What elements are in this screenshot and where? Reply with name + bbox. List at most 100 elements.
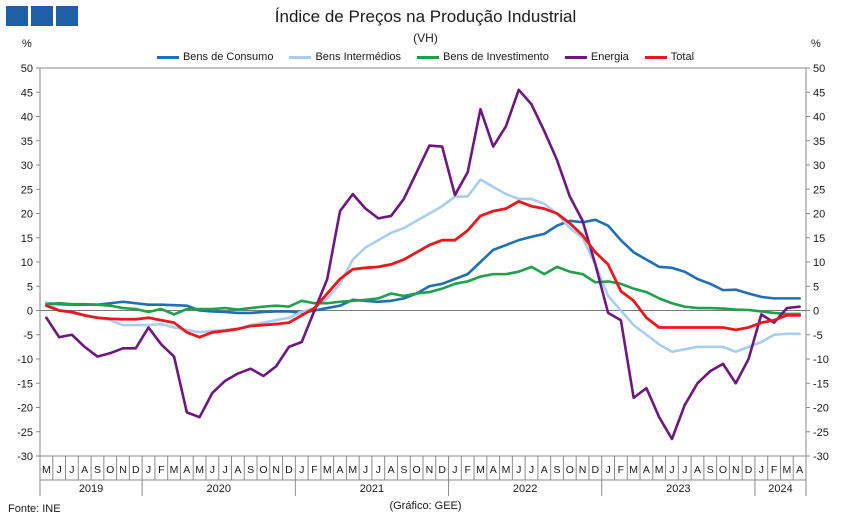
y-tick-label-right: 30 [813,160,825,172]
month-label: D [592,464,600,476]
month-label: J [57,464,62,476]
legend-label: Energia [590,51,629,63]
y-tick-label-right: -15 [813,378,829,390]
month-label: S [554,464,561,476]
month-label: M [782,464,791,476]
legend-swatch [564,55,587,59]
y-tick-label-right: -30 [813,451,829,463]
month-label: N [579,464,587,476]
y-tick-label-left: -15 [17,378,33,390]
month-label: D [285,464,293,476]
legend-swatch [156,55,179,59]
legend: Bens de Consumo Bens Intermédios Bens de I… [0,51,851,63]
legend-label: Total [670,51,695,63]
legend-label: Bens de Investimento [443,51,549,63]
month-label: O [413,464,421,476]
series-line-total [44,199,802,339]
y-tick-label-left: 15 [21,233,33,245]
month-label: M [42,464,51,476]
y-tick-label-left: 50 [21,63,33,75]
month-label: J [529,464,534,476]
month-label: M [195,464,204,476]
month-label: A [796,464,803,476]
series-line-energia [45,88,801,441]
y-tick-label-right: 25 [813,184,825,196]
data-source: Fonte: INE [8,503,61,515]
month-label: S [247,464,254,476]
legend-label: Bens de Consumo [182,51,274,63]
month-label: M [348,464,357,476]
legend-item: Bens Intermédios [289,51,401,63]
month-label: J [299,464,304,476]
y-tick-label-right: 45 [813,87,825,99]
month-label: J [759,464,764,476]
month-label: F [158,464,164,476]
month-label: O [566,464,574,476]
month-label: S [707,464,714,476]
y-tick-label-left: 20 [21,209,33,221]
y-tick-label-left: -10 [17,354,33,366]
month-label: O [259,464,267,476]
legend-swatch [417,55,440,59]
month-label: S [94,464,101,476]
month-label: D [438,464,446,476]
month-label: A [81,464,88,476]
y-tick-label-left: 30 [21,160,33,172]
month-label: J [363,464,368,476]
y-tick-label-right: 5 [813,281,819,293]
y-tick-label-left: 10 [21,257,33,269]
month-label: J [210,464,215,476]
month-label: A [337,464,344,476]
y-tick-label-right: -5 [813,330,823,342]
y-tick-label-left: 0 [27,306,33,318]
series-line-bens-interm-dios [45,178,801,354]
month-label: F [618,464,624,476]
month-label: N [732,464,740,476]
chart-title: Índice de Preços na Produção Industrial [274,7,577,26]
y-tick-label-left: -20 [17,403,33,415]
month-label: J [516,464,521,476]
legend-item: Bens de Investimento [417,51,549,63]
y-tick-label-right: -25 [813,427,829,439]
month-label: M [629,464,638,476]
plot-area [39,67,807,457]
y-tick-label-left: -5 [23,330,33,342]
y-tick-label-left: -30 [17,451,33,463]
month-label: O [719,464,727,476]
legend-swatch [644,55,667,59]
month-label: N [119,464,127,476]
year-label: 2021 [360,483,384,495]
month-label: O [106,464,114,476]
y-tick-label-right: 50 [813,63,825,75]
month-label: S [400,464,407,476]
y-unit-right: % [811,38,821,50]
y-tick-label-right: 40 [813,112,825,124]
month-label: J [69,464,74,476]
ine-logo [6,6,78,26]
y-tick-label-left: 45 [21,87,33,99]
series-line-bens-de-investimento [45,265,801,316]
y-tick-label-right: 0 [813,306,819,318]
month-label: A [643,464,650,476]
month-label: M [476,464,485,476]
month-label: D [745,464,753,476]
y-unit-left: % [22,38,32,50]
y-tick-label-left: 5 [27,281,33,293]
legend-item: Total [644,51,695,63]
legend-item: Bens de Consumo [156,51,274,63]
year-label: 2022 [513,483,537,495]
month-label: A [183,464,190,476]
month-label: J [376,464,381,476]
month-label: A [388,464,395,476]
series-line-bens-de-consumo [45,218,801,315]
y-tick-label-right: 35 [813,136,825,148]
month-label: A [234,464,241,476]
y-tick-label-left: -25 [17,427,33,439]
month-label: A [541,464,548,476]
year-label: 2019 [79,483,103,495]
chart-credit: (Gráfico: GEE) [389,500,462,512]
legend-label: Bens Intermédios [315,51,402,63]
month-label: N [426,464,434,476]
legend-item: Energia [564,51,629,63]
month-label: J [669,464,674,476]
